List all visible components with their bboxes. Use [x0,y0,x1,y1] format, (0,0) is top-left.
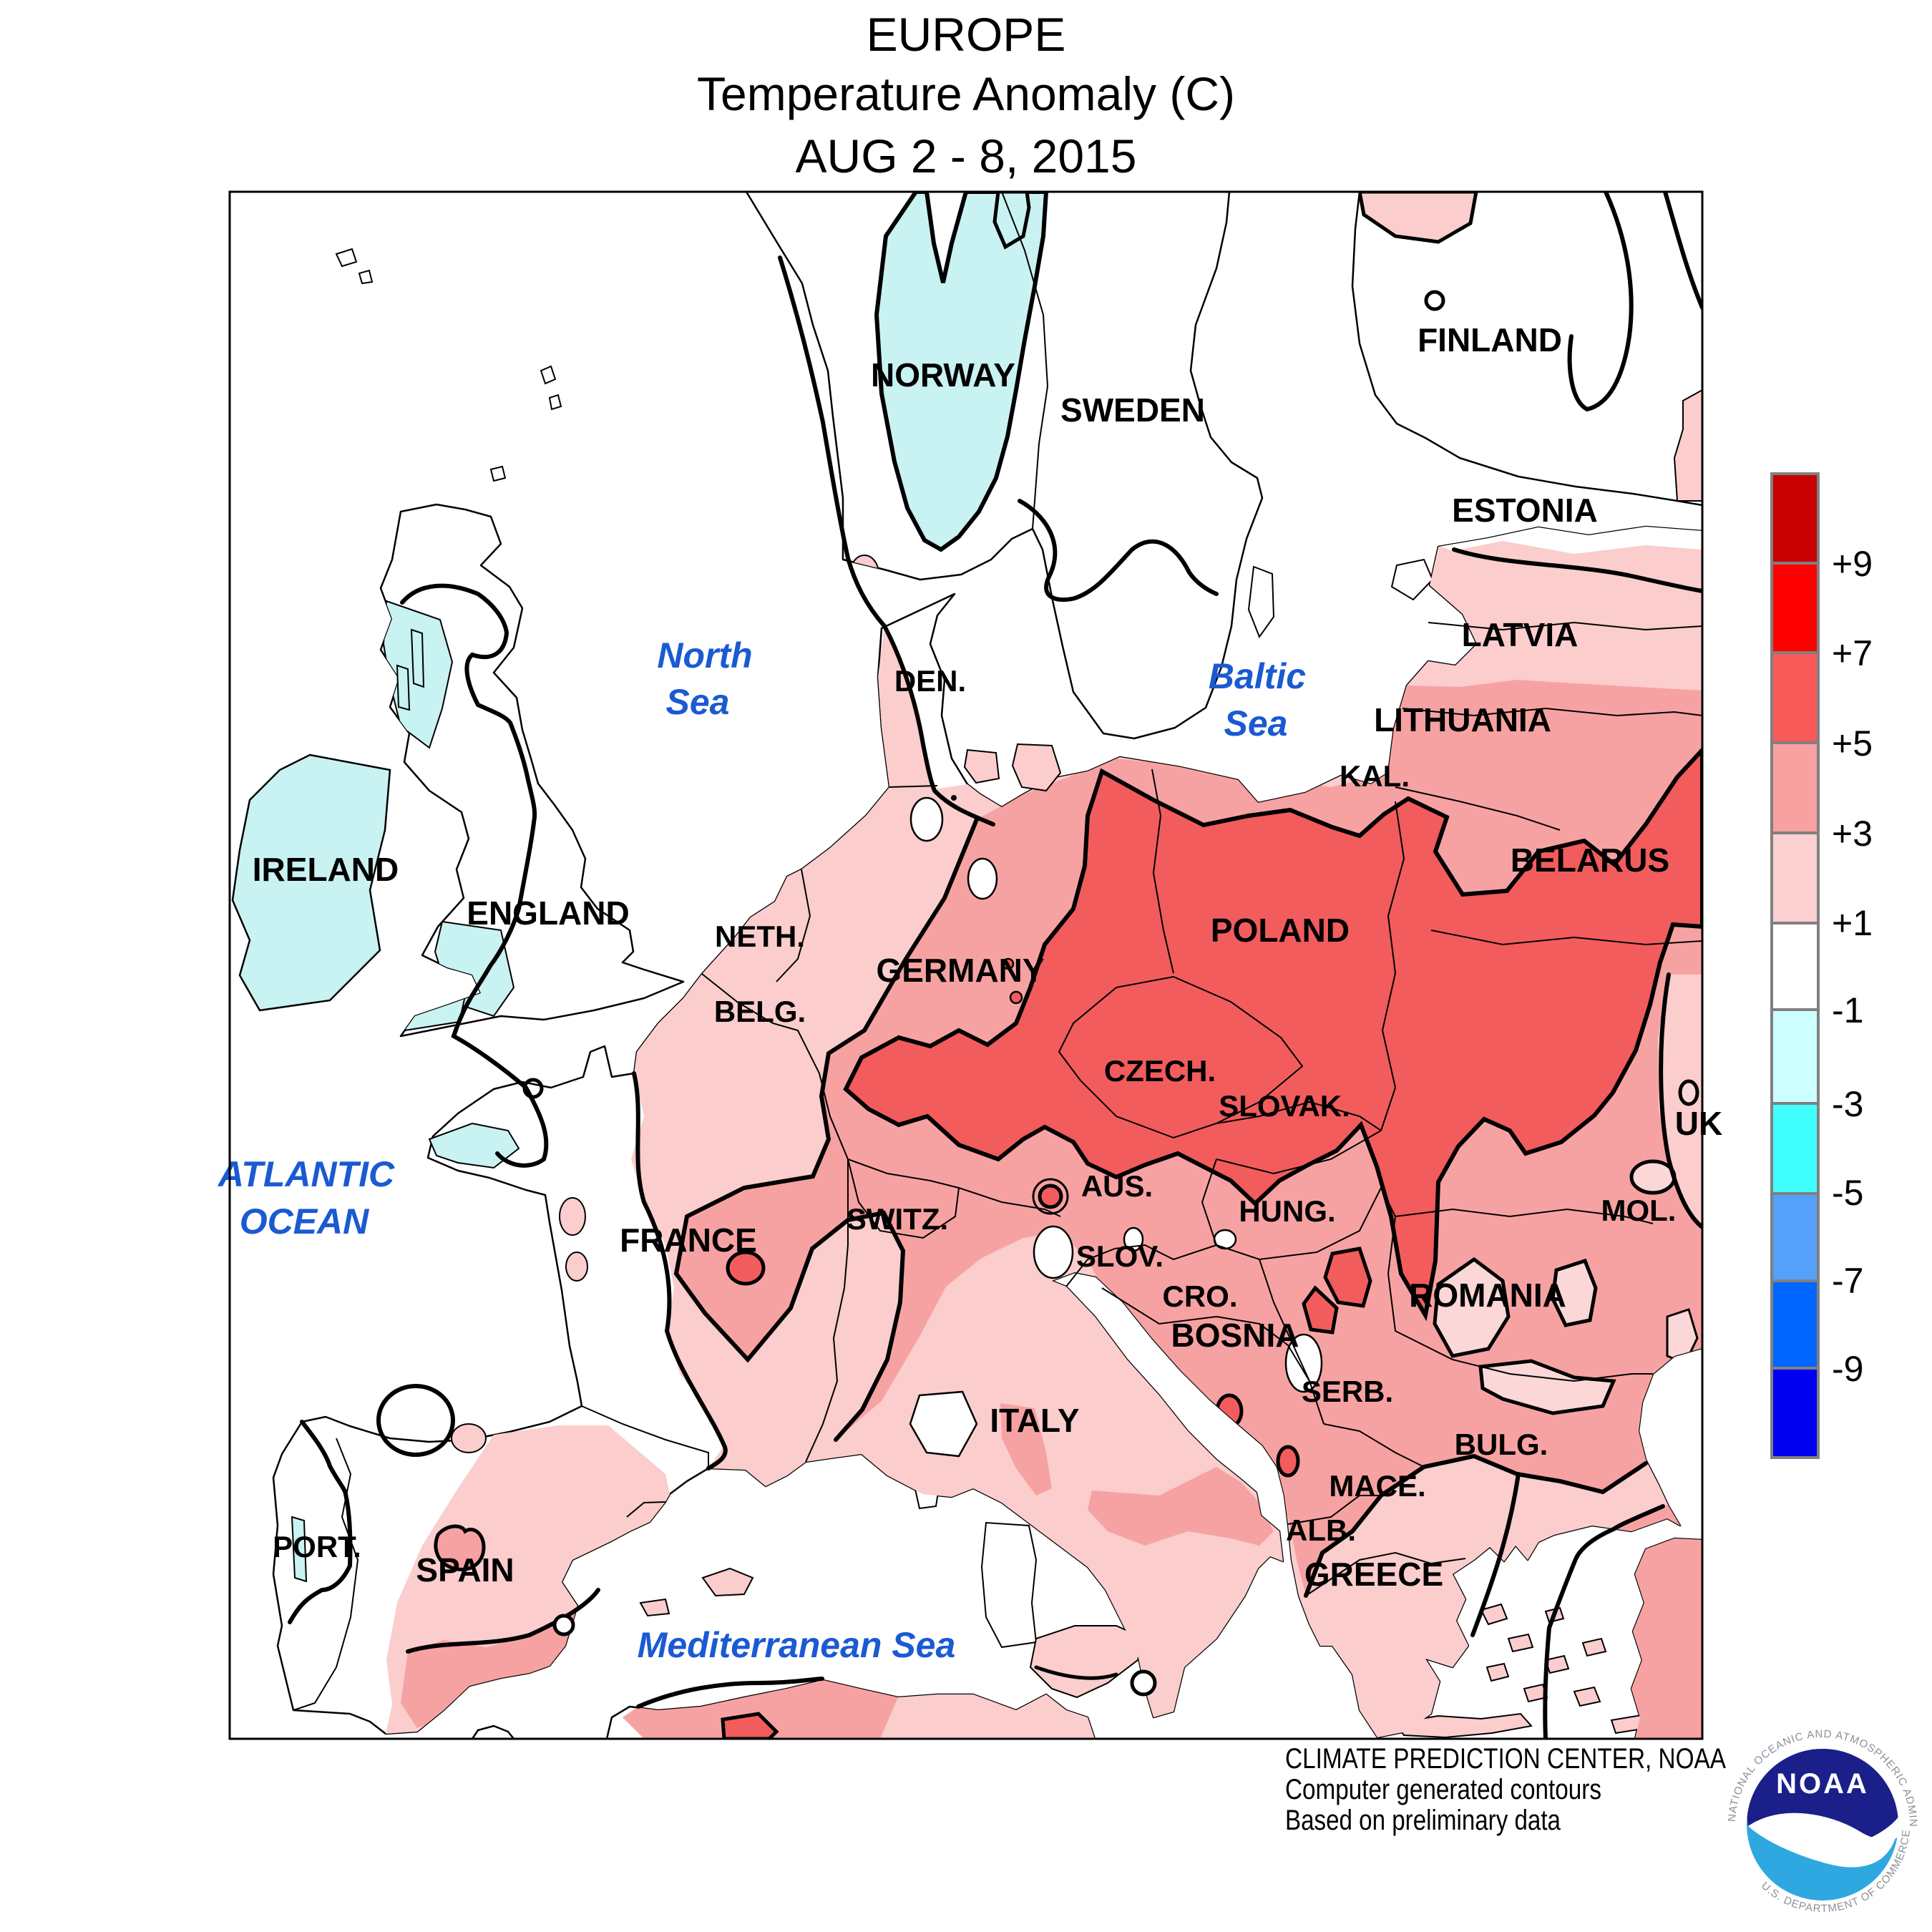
svg-text:SWEDEN: SWEDEN [1060,391,1205,429]
svg-text:AUS.: AUS. [1081,1169,1153,1203]
svg-text:BULG.: BULG. [1455,1428,1548,1461]
svg-text:BELG.: BELG. [714,995,806,1028]
svg-text:ROMANIA: ROMANIA [1409,1277,1566,1314]
svg-text:IRELAND: IRELAND [253,851,399,888]
svg-text:EUROPE: EUROPE [867,8,1066,61]
svg-text:AUG 2 - 8, 2015: AUG 2 - 8, 2015 [796,130,1137,182]
svg-text:PORT.: PORT. [273,1530,361,1563]
svg-text:FRANCE: FRANCE [620,1221,757,1259]
svg-text:Based on preliminary data: Based on preliminary data [1285,1805,1561,1836]
svg-text:+1: +1 [1832,903,1873,943]
svg-text:UK: UK [1675,1105,1722,1142]
svg-text:+5: +5 [1832,723,1873,763]
svg-text:Sea: Sea [1224,703,1288,743]
svg-text:BELARUS: BELARUS [1511,841,1669,879]
svg-text:LATVIA: LATVIA [1462,616,1579,653]
svg-text:+7: +7 [1832,633,1873,673]
svg-text:ITALY: ITALY [990,1402,1079,1439]
svg-text:-7: -7 [1832,1261,1863,1301]
svg-text:SLOVAK.: SLOVAK. [1219,1089,1350,1123]
svg-text:ATLANTIC: ATLANTIC [217,1154,395,1194]
svg-text:CRO.: CRO. [1163,1279,1238,1313]
svg-text:North: North [657,635,752,675]
svg-text:Baltic: Baltic [1209,656,1306,696]
svg-text:Temperature Anomaly (C): Temperature Anomaly (C) [697,67,1235,120]
svg-text:Mediterranean Sea: Mediterranean Sea [638,1625,956,1665]
svg-text:-5: -5 [1832,1173,1863,1213]
svg-text:ENGLAND: ENGLAND [467,894,629,932]
svg-text:ESTONIA: ESTONIA [1452,492,1598,529]
svg-text:NETH.: NETH. [715,919,805,953]
svg-text:NOAA: NOAA [1776,1768,1869,1800]
svg-text:KAL.: KAL. [1340,759,1410,793]
svg-text:SWITZ.: SWITZ. [847,1202,948,1236]
svg-text:CLIMATE PREDICTION CENTER, NOA: CLIMATE PREDICTION CENTER, NOAA [1285,1743,1726,1775]
svg-text:+9: +9 [1832,544,1873,584]
svg-text:-9: -9 [1832,1349,1863,1389]
svg-text:ALB.: ALB. [1286,1513,1356,1547]
svg-text:LITHUANIA: LITHUANIA [1374,701,1551,738]
svg-text:NORWAY: NORWAY [871,356,1015,394]
svg-text:CZECH.: CZECH. [1104,1054,1216,1088]
svg-text:POLAND: POLAND [1211,912,1350,949]
svg-text:HUNG.: HUNG. [1239,1194,1335,1228]
svg-text:Computer generated contours: Computer generated contours [1285,1774,1601,1805]
svg-text:SPAIN: SPAIN [416,1551,514,1589]
svg-text:DEN.: DEN. [894,664,966,698]
svg-text:-1: -1 [1832,990,1863,1030]
svg-text:-3: -3 [1832,1084,1863,1124]
svg-text:SERB.: SERB. [1302,1375,1393,1408]
svg-text:GREECE: GREECE [1304,1556,1443,1593]
svg-text:MACE.: MACE. [1329,1469,1425,1503]
svg-text:SLOV.: SLOV. [1076,1239,1163,1273]
svg-text:GERMANY: GERMANY [876,952,1044,989]
svg-text:Sea: Sea [666,682,730,722]
svg-text:OCEAN: OCEAN [240,1201,369,1241]
svg-text:FINLAND: FINLAND [1418,321,1562,358]
svg-text:+3: +3 [1832,814,1873,854]
svg-text:BOSNIA: BOSNIA [1171,1317,1299,1354]
svg-text:MOL.: MOL. [1601,1194,1677,1227]
